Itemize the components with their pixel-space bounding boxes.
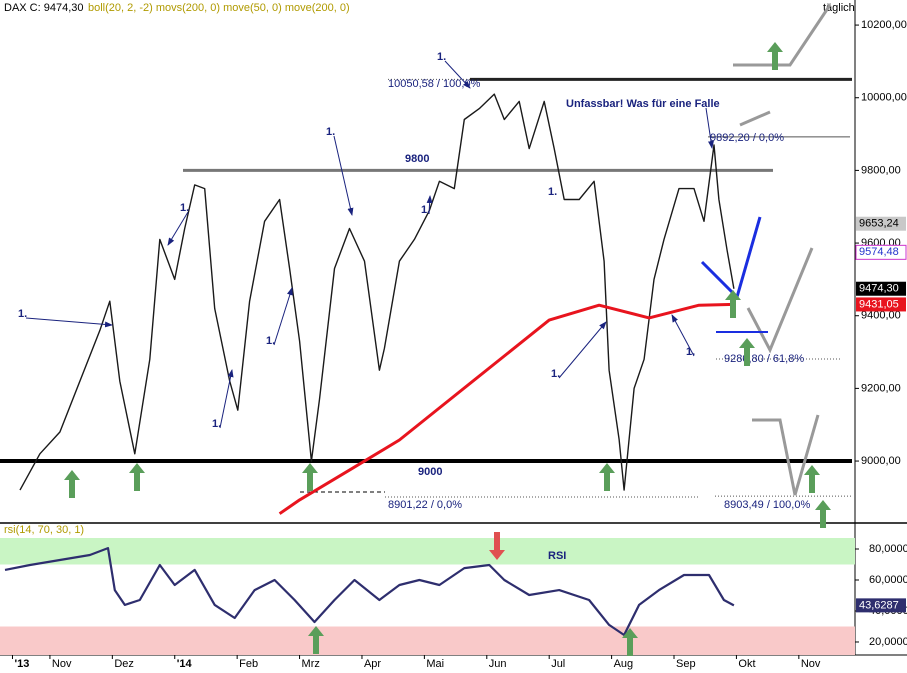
x-tick-label: Apr [364,658,381,670]
level-label: 8901,22 / 0,0% [388,499,462,511]
rsi-label: RSI [548,550,566,562]
y-tick-label: 9200,00 [861,382,901,394]
x-tick-label: Nov [52,658,72,670]
annotation: 1. [551,368,560,380]
annotation: 1. [437,51,446,63]
price-tag [855,244,907,260]
signal-arrow [129,463,145,491]
annotation-arrow [426,195,433,215]
signal-arrow [308,626,324,654]
annotation-arrow [167,211,189,246]
y-tick-label: 9400,00 [861,310,901,322]
annotation: 1. [18,308,27,320]
overbought-zone [0,538,855,565]
level-label: 10050,58 / 100,0% [388,78,481,90]
annotation-arrow [705,107,714,149]
annotation-arrow [671,314,695,357]
y-tick-label: 20,0000 [869,636,907,648]
oversold-zone [0,626,855,655]
x-tick-label: '14 [177,658,193,670]
scenario-line [746,247,814,354]
scenario-line [752,414,820,496]
price-tag [856,598,906,613]
annotation-arrow [273,287,293,346]
y-tick-label: 9800,00 [861,164,901,176]
y-tick-label: 9000,00 [861,455,901,467]
x-tick-label: Jun [489,658,507,670]
level-label: 9000 [418,466,442,478]
x-tick-label: Jul [551,658,565,670]
annotation-arrow [444,60,471,89]
annotation: 1. [548,186,557,198]
y-tick-label: 10000,00 [861,92,907,104]
price-tag [856,297,906,312]
signal-arrow [622,628,638,656]
level-label: 8903,49 / 100,0% [724,499,810,511]
signal-arrow [815,500,831,528]
signal-arrow [739,338,755,366]
x-tick-label: Feb [239,658,258,670]
annotation-arrow [25,317,113,328]
price-tag-label: 43,6287 [859,599,899,611]
x-tick-label: Mrz [302,658,320,670]
x-tick-label: Dez [114,658,134,670]
x-tick-label: Aug [614,658,634,670]
price-tag-label: 9653,24 [859,218,899,230]
signal-arrow [489,532,505,560]
moving-average [278,302,734,515]
y-tick-label: 10200,00 [861,19,907,31]
signal-arrow [599,463,615,491]
signal-arrow [804,465,820,493]
annotation: 1. [212,418,221,430]
annotation: 1. [180,202,189,214]
signal-arrow [725,290,741,318]
header-indicators: boll(20, 2, -2) movs(200, 0) move(50, 0)… [88,2,350,14]
x-tick-label: Sep [676,658,696,670]
price-tag-label: 9431,05 [859,298,899,310]
annotation-arrow [558,321,607,379]
y-tick-label: 60,0000 [869,574,907,586]
x-tick-label: Mai [426,658,444,670]
annotation: 1. [266,335,275,347]
signal-arrow [302,463,318,491]
scenario-line [739,110,771,127]
price-tag-label: 9474,30 [859,283,899,295]
level-label: 9800 [405,153,429,165]
annotation-arrow [219,369,234,429]
price-line [19,93,735,491]
signal-arrow [767,42,783,70]
period-label: täglich [823,2,855,14]
price-tag-label: 9574,48 [859,246,899,258]
annotation-arrow [333,135,354,216]
y-tick-label: 80,0000 [869,543,907,555]
scenario-line [733,4,832,67]
annotation: 1. [326,126,335,138]
annotation: 1. [686,346,695,358]
rsi-line [4,547,735,637]
signal-arrow [64,470,80,498]
level-label: 9892,20 / 0,0% [710,132,784,144]
x-tick-label: Okt [738,658,755,670]
x-tick-label: '13 [14,658,29,670]
annotation: Unfassbar! Was für eine Falle [566,98,720,110]
annotation: 1. [421,204,430,216]
x-tick-label: Nov [801,658,821,670]
price-tag [856,216,906,231]
rsi-title: rsi(14, 70, 30, 1) [4,524,84,536]
price-tag [856,281,906,296]
header-symbol: DAX C: 9474,30 [4,2,84,14]
level-label: 9280,80 / 61,8% [724,353,804,365]
